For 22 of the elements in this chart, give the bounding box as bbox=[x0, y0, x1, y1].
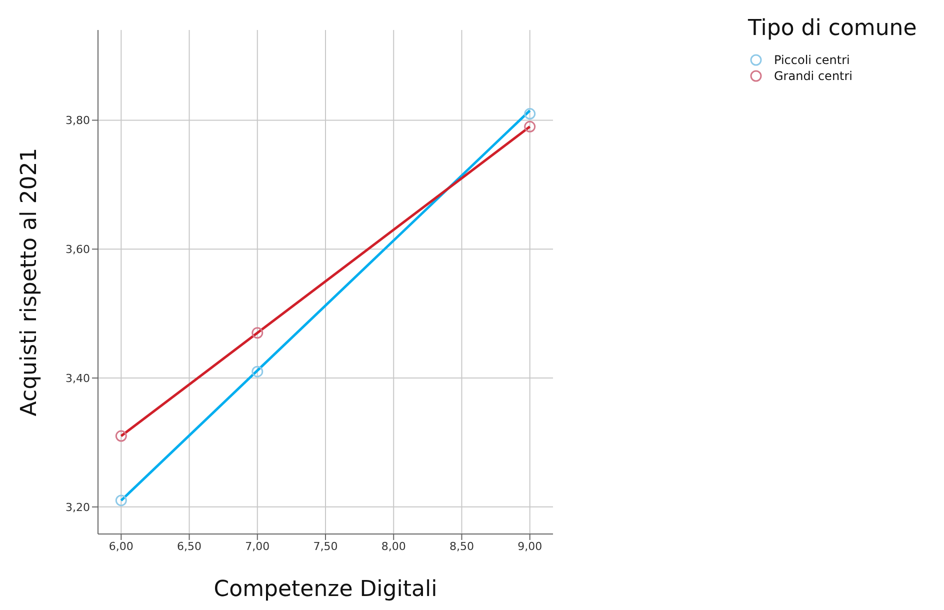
x-tick-label: 8,00 bbox=[381, 540, 406, 553]
point bbox=[524, 108, 536, 120]
x-tick-label: 7,50 bbox=[313, 540, 338, 553]
point bbox=[252, 366, 264, 378]
legend-title: Tipo di comune bbox=[748, 16, 918, 41]
point bbox=[115, 494, 127, 506]
x-tick-label: 7,00 bbox=[245, 540, 270, 553]
x-tick-label: 6,00 bbox=[108, 540, 134, 553]
x-tick-label: 8,50 bbox=[449, 540, 474, 553]
y-tick-label: 3,60 bbox=[66, 243, 90, 256]
y-tick-label: 3,80 bbox=[66, 114, 90, 128]
point bbox=[115, 430, 127, 442]
x-axis-title: Competenze Digitali bbox=[214, 577, 438, 602]
y-tick-label: 3,40 bbox=[66, 372, 90, 385]
x-tick-label: 9,00 bbox=[518, 540, 542, 553]
point bbox=[524, 120, 536, 132]
legend-label: Piccoli centri bbox=[774, 53, 850, 67]
y-axis-title: Acquisti rispetto al 2021 bbox=[16, 148, 42, 416]
y-tick-label: 3,20 bbox=[66, 500, 90, 514]
x-tick-label: 6,50 bbox=[177, 540, 202, 553]
legend-label: Grandi centri bbox=[774, 69, 853, 83]
point bbox=[252, 327, 264, 339]
